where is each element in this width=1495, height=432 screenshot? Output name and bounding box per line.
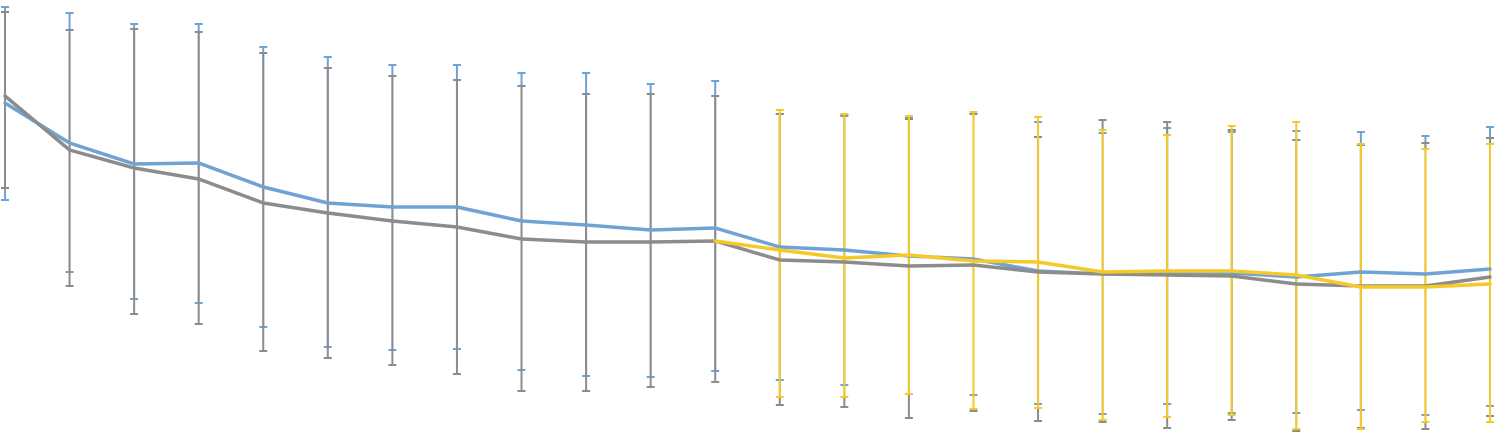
series-lines [3,94,1492,289]
error-bar-s2-13 [840,113,849,398]
series-line-1 [3,94,1492,288]
error-bar-s1-2 [130,28,139,315]
error-bar-s1-11 [711,95,720,383]
error-bar-s2-12 [775,109,784,398]
series-line-0 [3,101,1492,279]
error-bars [1,6,1494,432]
series-line-2 [713,239,1492,289]
error-bar-s1-1 [65,29,74,287]
error-bar-s1-0 [1,11,9,189]
